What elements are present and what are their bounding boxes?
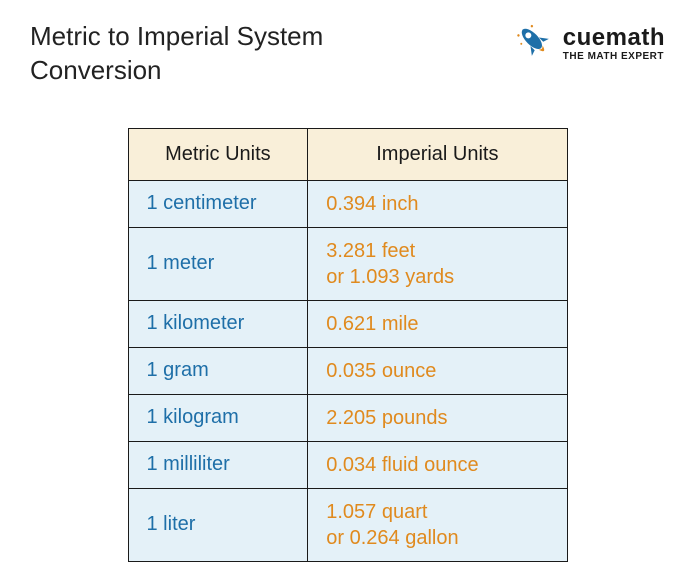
imperial-cell: 3.281 feetor 1.093 yards: [308, 227, 567, 300]
imperial-cell: 0.621 mile: [308, 300, 567, 347]
table-row: 1 gram 0.035 ounce: [128, 347, 567, 394]
table-row: 1 liter 1.057 quartor 0.264 gallon: [128, 488, 567, 561]
table-row: 1 kilogram 2.205 pounds: [128, 394, 567, 441]
rocket-icon: [513, 20, 555, 67]
logo-text: cuemath THE MATH EXPERT: [563, 26, 665, 62]
col-header-metric: Metric Units: [128, 128, 308, 180]
imperial-cell: 2.205 pounds: [308, 394, 567, 441]
metric-cell: 1 meter: [128, 227, 308, 300]
metric-cell: 1 kilogram: [128, 394, 308, 441]
page-title: Metric to Imperial System Conversion: [30, 20, 350, 88]
metric-cell: 1 kilometer: [128, 300, 308, 347]
table-row: 1 milliliter 0.034 fluid ounce: [128, 441, 567, 488]
table-header-row: Metric Units Imperial Units: [128, 128, 567, 180]
conversion-table: Metric Units Imperial Units 1 centimeter…: [128, 128, 568, 562]
imperial-cell: 1.057 quartor 0.264 gallon: [308, 488, 567, 561]
table-row: 1 kilometer 0.621 mile: [128, 300, 567, 347]
brand-name: cuemath: [563, 26, 665, 50]
col-header-imperial: Imperial Units: [308, 128, 567, 180]
conversion-table-wrap: Metric Units Imperial Units 1 centimeter…: [30, 128, 665, 562]
table-row: 1 centimeter 0.394 inch: [128, 180, 567, 227]
imperial-cell: 0.035 ounce: [308, 347, 567, 394]
brand-tagline: THE MATH EXPERT: [563, 52, 665, 62]
metric-cell: 1 centimeter: [128, 180, 308, 227]
imperial-cell: 0.034 fluid ounce: [308, 441, 567, 488]
logo: cuemath THE MATH EXPERT: [513, 20, 665, 67]
metric-cell: 1 milliliter: [128, 441, 308, 488]
metric-cell: 1 gram: [128, 347, 308, 394]
imperial-cell: 0.394 inch: [308, 180, 567, 227]
header: Metric to Imperial System Conversion cue…: [30, 20, 665, 88]
table-row: 1 meter 3.281 feetor 1.093 yards: [128, 227, 567, 300]
metric-cell: 1 liter: [128, 488, 308, 561]
